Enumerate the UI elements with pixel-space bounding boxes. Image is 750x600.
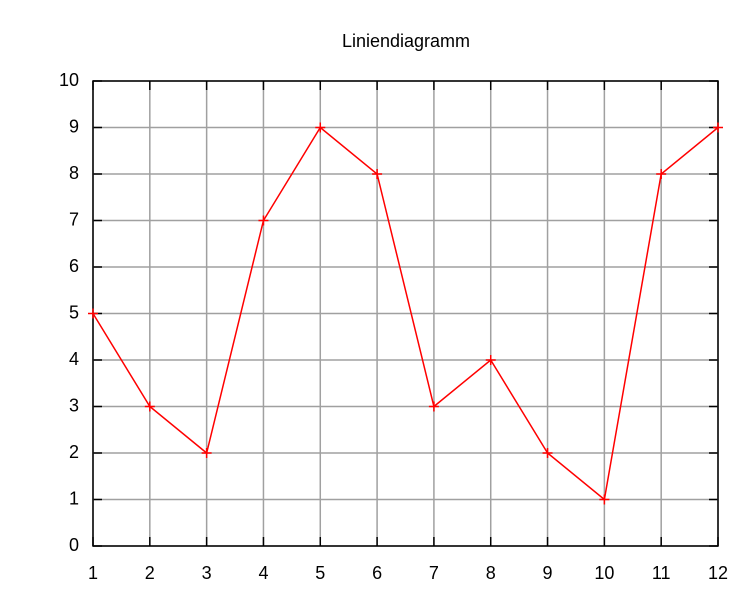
x-tick-label: 9 [543, 563, 553, 583]
y-tick-label: 3 [69, 395, 79, 415]
x-tick-label: 2 [145, 563, 155, 583]
point-marker [542, 448, 553, 458]
y-tick-label: 7 [69, 209, 79, 229]
point-marker [201, 448, 212, 458]
x-tick-label: 12 [708, 563, 728, 583]
y-tick-label: 2 [69, 442, 79, 462]
x-tick-label: 8 [486, 563, 496, 583]
point-marker [315, 122, 326, 133]
point-marker [372, 169, 383, 179]
x-tick-label: 10 [594, 563, 614, 583]
point-marker [656, 169, 667, 179]
y-tick-label: 8 [69, 163, 79, 183]
y-tick-label: 5 [69, 302, 79, 322]
y-tick-label: 9 [69, 116, 79, 136]
point-marker [88, 308, 98, 319]
data-line [92, 126, 719, 501]
x-tick-label: 5 [315, 563, 325, 583]
point-marker [713, 122, 723, 133]
x-tick-label: 7 [429, 563, 439, 583]
y-tick-label: 1 [69, 488, 79, 508]
x-tick-label: 4 [258, 563, 268, 583]
point-marker [144, 401, 155, 412]
point-marker [258, 215, 269, 226]
x-tick-label: 6 [372, 563, 382, 583]
x-tick-label: 11 [652, 563, 671, 583]
point-marker [599, 494, 610, 505]
point-marker [428, 401, 439, 412]
point-marker [485, 355, 496, 365]
y-tick-label: 10 [59, 70, 79, 90]
y-tick-label: 6 [69, 256, 79, 276]
chart-title: Liniendiagramm [342, 31, 470, 51]
y-tick-label: 0 [69, 535, 79, 555]
x-tick-label: 3 [202, 563, 212, 583]
x-tick-label: 1 [88, 563, 98, 583]
y-tick-label: 4 [69, 349, 79, 369]
